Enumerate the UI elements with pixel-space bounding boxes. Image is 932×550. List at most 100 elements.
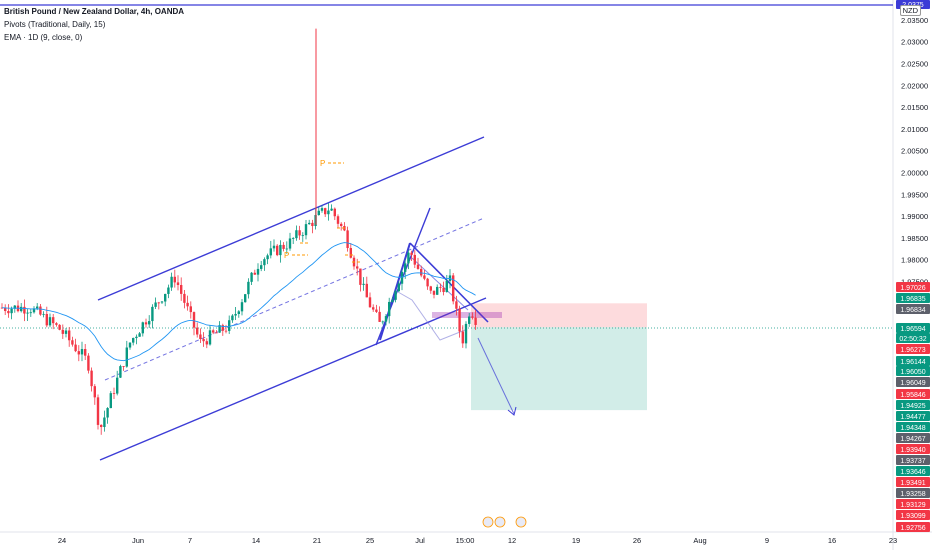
candle-body (256, 268, 260, 275)
candle-body (381, 321, 384, 323)
candle-body (74, 344, 77, 352)
price-tag (896, 433, 930, 443)
x-tick-label: 16 (828, 536, 836, 545)
price-tag (896, 304, 930, 314)
candle-body (154, 302, 157, 307)
price-tag-label: 1.95846 (900, 392, 925, 399)
pivots-indicator-label[interactable]: Pivots (Traditional, Daily, 15) (4, 20, 106, 29)
price-tag-label: 1.93129 (900, 502, 925, 509)
price-tag (896, 466, 930, 476)
candle-body (29, 312, 32, 314)
candle-body (413, 254, 416, 265)
price-tag-label: 1.92756 (900, 525, 925, 532)
candle-body (295, 230, 298, 239)
candle-body (90, 370, 93, 387)
y-tick-label: 2.01500 (901, 103, 928, 112)
candle-body (410, 252, 413, 255)
y-tick-label: 2.00500 (901, 147, 928, 156)
candle-body (173, 276, 176, 283)
price-tag (896, 356, 930, 366)
candle-body (215, 332, 218, 334)
price-tag (896, 323, 930, 333)
candle-body (308, 222, 311, 225)
candle-body (218, 325, 221, 333)
candle-body (87, 355, 90, 371)
candle-body (224, 330, 228, 332)
candle-body (228, 320, 231, 331)
candle-body (205, 341, 208, 345)
y-tick-label: 1.99500 (901, 190, 928, 199)
y-tick-label: 2.02500 (901, 60, 928, 69)
price-tag (896, 366, 930, 376)
price-tag (896, 422, 930, 432)
candle-body (269, 248, 272, 256)
y-tick-label: 2.03000 (901, 38, 928, 47)
projection-arrow (477, 337, 515, 415)
candle-body (388, 301, 391, 317)
price-tag (896, 455, 930, 465)
candle-body (304, 224, 308, 236)
candle-body (93, 386, 96, 398)
candle-body (330, 208, 333, 211)
candle-body (301, 235, 304, 237)
candle-body (416, 264, 420, 269)
candle-body (164, 293, 167, 302)
currency-badge[interactable]: NZD (899, 5, 921, 16)
candle-body (160, 301, 164, 303)
candle-body (340, 223, 343, 227)
ema-indicator-label[interactable]: EMA · 1D (9, close, 0) (4, 33, 83, 42)
x-tick-label: 7 (188, 536, 192, 545)
candle-body (176, 282, 180, 286)
x-tick-label: Aug (693, 536, 706, 545)
candle-body (202, 339, 205, 342)
candle-body (426, 278, 429, 287)
channel-upper-line (97, 136, 485, 301)
chart-legend: British Pound / New Zealand Dollar, 4h, … (4, 5, 184, 44)
candle-body (138, 333, 141, 337)
candle-body (397, 283, 400, 292)
take-profit-zone (471, 327, 647, 411)
candle-body (442, 287, 445, 293)
candle-body (279, 244, 282, 256)
candle-body (183, 293, 186, 303)
candle-body (151, 306, 154, 322)
candle-body (311, 222, 314, 227)
candle-body (84, 349, 87, 356)
candle-body (234, 313, 237, 316)
candle-body (237, 311, 240, 314)
candle-body (141, 322, 144, 334)
symbol-title: British Pound / New Zealand Dollar, 4h, … (4, 7, 185, 16)
candle-body (260, 265, 263, 269)
candle-body (266, 255, 269, 260)
candle-body (404, 263, 407, 272)
wedge-line-3 (409, 242, 489, 323)
candle-body (10, 308, 13, 314)
price-tag (896, 411, 930, 421)
y-tick-label: 2.00000 (901, 169, 928, 178)
price-tag-label: 1.97026 (900, 285, 925, 292)
candle-body (240, 302, 244, 312)
price-tag-label: 1.93940 (900, 447, 925, 454)
candle-body (365, 283, 368, 298)
candle-body (170, 276, 173, 288)
x-tick-label: 23 (889, 536, 897, 545)
candle-body (359, 268, 362, 285)
x-tick-label: 26 (633, 536, 641, 545)
price-tag (896, 444, 930, 454)
candle-body (199, 334, 202, 340)
candle-body (263, 259, 266, 266)
candle-body (298, 230, 301, 236)
candle-body (439, 286, 442, 288)
price-tag (896, 377, 930, 387)
candle-body (346, 230, 349, 249)
x-tick-label: Jul (415, 536, 425, 545)
candle-body (317, 210, 320, 216)
x-tick-label: Jun (132, 536, 144, 545)
candle-body (109, 393, 112, 409)
candle-body (384, 316, 388, 322)
price-tag (896, 400, 930, 410)
price-tag-label: 1.93491 (900, 480, 925, 487)
channel-lower-line (99, 297, 487, 461)
candle-body (58, 324, 61, 330)
